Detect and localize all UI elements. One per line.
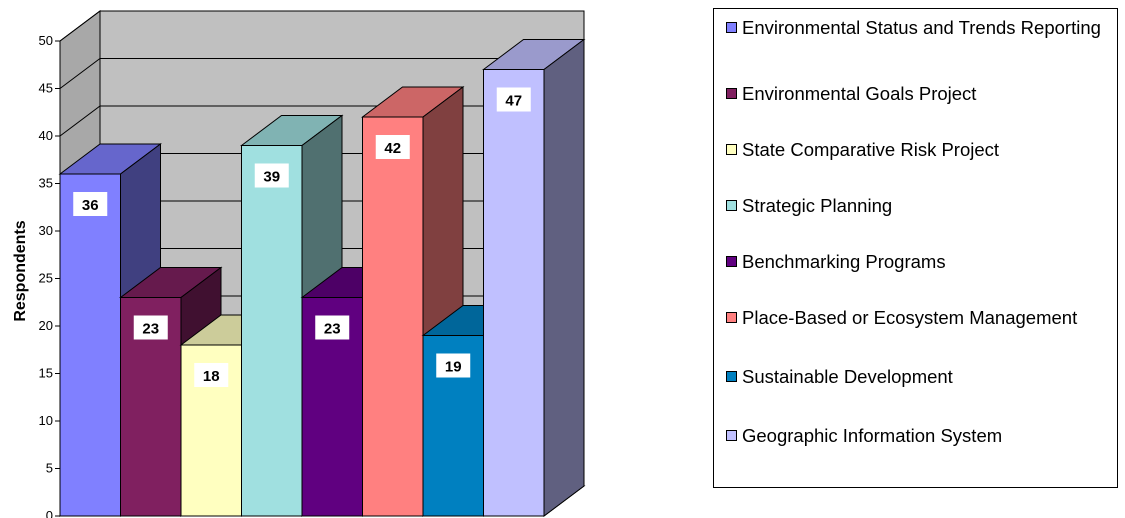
legend-label: State Comparative Risk Project [742, 139, 1000, 160]
y-tick-label: 40 [39, 128, 53, 143]
bar-front [241, 145, 303, 517]
bar [482, 38, 586, 517]
legend-label: Strategic Planning [742, 195, 893, 216]
legend-label: Place-Based or Ecosystem Management [742, 307, 1078, 328]
data-label: 23 [133, 315, 168, 340]
data-label: 36 [73, 192, 108, 216]
y-tick-label: 50 [39, 33, 53, 48]
y-tick-label: 0 [46, 508, 53, 518]
chart-data-labels: 36 23 18 39 23 42 19 47 [73, 87, 531, 387]
y-axis-title: Respondents [12, 220, 29, 321]
chart-legend: Environmental Status and Trends Reportin… [713, 8, 1118, 488]
data-label: 47 [496, 87, 531, 112]
bar-front [483, 69, 545, 517]
legend-swatch [726, 430, 737, 441]
data-label-text: 23 [142, 321, 159, 338]
data-label: 42 [375, 135, 410, 159]
data-label-text: 23 [324, 321, 341, 338]
gridline [59, 10, 584, 42]
y-tick-label: 15 [39, 366, 53, 381]
legend-swatch [726, 312, 737, 323]
data-label-text: 42 [384, 140, 401, 157]
legend-label: Environmental Status and Trends Reportin… [742, 17, 1101, 38]
data-label-box [254, 163, 289, 188]
data-label-box [496, 87, 531, 112]
data-label-box [375, 135, 410, 159]
y-tick-label: 5 [46, 461, 53, 476]
legend-swatch [726, 256, 737, 267]
data-label-text: 39 [263, 169, 280, 186]
legend-label: Environmental Goals Project [742, 83, 977, 104]
legend-swatch [726, 144, 737, 155]
y-tick-label: 45 [39, 81, 53, 96]
data-label-box [73, 192, 108, 216]
data-label-text: 19 [445, 359, 462, 376]
data-label-text: 18 [203, 368, 220, 385]
y-tick-label: 30 [39, 223, 53, 238]
y-tick-label: 25 [39, 271, 53, 286]
y-axis: 0 5 10 15 20 25 30 35 40 45 50 [39, 33, 61, 518]
data-label-text: 36 [82, 197, 99, 214]
data-label-box [315, 315, 350, 340]
data-label: 23 [315, 315, 350, 340]
data-label-text: 47 [505, 93, 522, 110]
data-label: 19 [436, 353, 471, 378]
legend-label: Sustainable Development [742, 366, 953, 387]
data-label-box [194, 363, 229, 387]
legend-swatch [726, 88, 737, 99]
y-tick-label: 35 [39, 176, 53, 191]
bar-front [362, 116, 424, 517]
bar-side [543, 38, 585, 517]
data-label-box [436, 353, 471, 378]
legend-swatch [726, 22, 737, 33]
legend-swatch [726, 200, 737, 211]
gridline [59, 58, 584, 89]
bar-front [59, 173, 121, 517]
chart-bars [58, 38, 586, 517]
data-label: 18 [194, 363, 229, 387]
legend-label: Geographic Information System [742, 425, 1003, 446]
data-label-box [133, 315, 168, 340]
y-tick-label: 10 [39, 413, 53, 428]
data-label: 39 [254, 163, 289, 188]
legend-swatch [726, 371, 737, 382]
legend-label: Benchmarking Programs [742, 251, 946, 272]
y-tick-label: 20 [39, 318, 53, 333]
